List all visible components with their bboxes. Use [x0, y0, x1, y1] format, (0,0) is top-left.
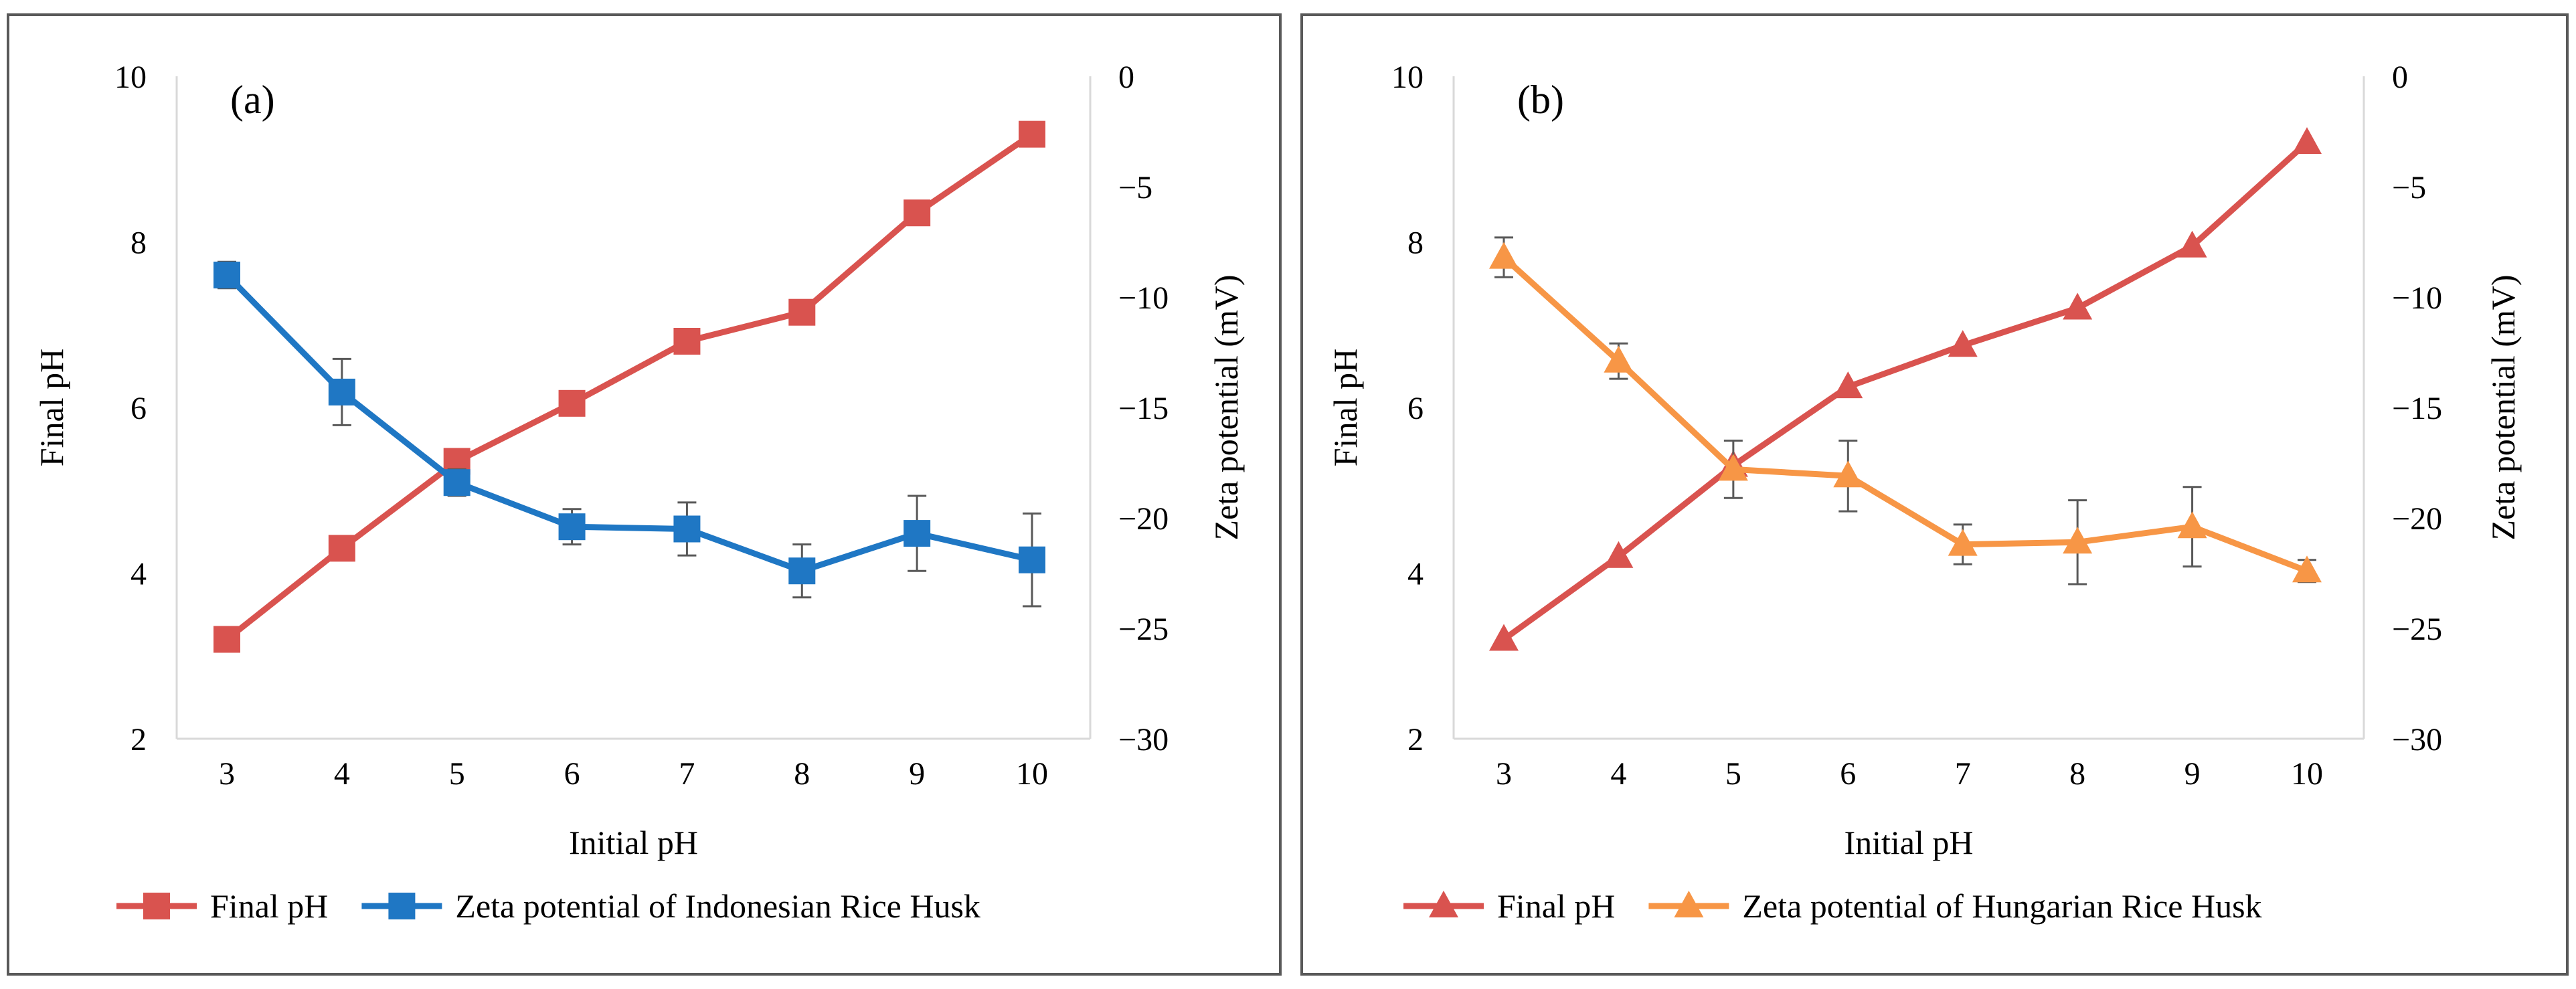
y-tick-label-right: 0: [2392, 60, 2408, 95]
x-tick-label: 9: [2184, 756, 2201, 792]
y-axis-label-right: Zeta potential (mV): [1207, 274, 1245, 540]
y-tick-label-right: −30: [2392, 722, 2442, 757]
series-1: [1489, 236, 2322, 586]
legend-label-0: Final pH: [210, 887, 328, 925]
x-tick-label: 10: [2291, 756, 2323, 792]
x-tick-label: 5: [449, 756, 465, 792]
legend-label-1: Zeta potential of Indonesian Rice Husk: [455, 887, 980, 925]
legend-marker-1: [1674, 891, 1704, 917]
series-line-0: [225, 131, 1034, 642]
data-point-marker: [904, 520, 931, 547]
data-point-marker: [2177, 230, 2207, 258]
y-axis-label-right: Zeta potential (mV): [2484, 274, 2522, 540]
data-point-marker: [2063, 292, 2093, 320]
x-tick-label: 7: [679, 756, 695, 792]
data-point-marker: [673, 515, 701, 543]
legend-marker-0: [143, 893, 170, 919]
series-line-1: [1501, 255, 2308, 574]
y-tick-label-left: 8: [1407, 226, 1424, 261]
series-line-0: [1502, 140, 2310, 642]
y-tick-label-left: 8: [131, 226, 147, 261]
chart-a-svg: 2 4 6 8 10 −30 −25 −20 −15 −10 −5 0 3 4 5 6 7 8 9 10 Initial…: [33, 60, 1245, 925]
data-point-marker: [213, 626, 240, 653]
data-point-marker: [1948, 529, 1978, 556]
y-tick-label-left: 2: [1407, 722, 1424, 757]
data-point-marker: [213, 262, 240, 288]
y-tick-label-right: −15: [2392, 391, 2442, 426]
data-point-marker: [328, 378, 355, 406]
y-tick-label-right: −20: [2392, 501, 2442, 537]
y-tick-label-right: −5: [2392, 170, 2426, 205]
panel-label: (a): [230, 78, 275, 122]
data-point-marker: [1019, 120, 1045, 148]
x-tick-label: 3: [219, 756, 235, 792]
series-line-1: [224, 272, 1033, 574]
data-point-marker: [2292, 127, 2322, 154]
data-point-marker: [1604, 345, 1634, 373]
data-point-marker: [904, 199, 931, 227]
data-point-marker: [328, 535, 355, 562]
y-tick-label-left: 6: [1407, 391, 1424, 426]
legend-label-0: Final pH: [1497, 887, 1615, 925]
y-axis-label-left: Final pH: [1326, 349, 1364, 466]
y-axis-label-left: Final pH: [33, 349, 70, 466]
y-tick-label-right: 0: [1118, 60, 1134, 95]
data-point-marker: [1489, 242, 1519, 269]
data-point-marker: [1833, 371, 1863, 399]
y-tick-label-left: 4: [1407, 557, 1424, 592]
y-tick-label-left: 4: [131, 557, 147, 592]
legend-label-1: Zeta potential of Hungarian Rice Husk: [1742, 887, 2261, 925]
y-tick-label-left: 6: [131, 391, 147, 426]
data-point-marker: [1718, 454, 1748, 481]
y-tick-label-right: −10: [2392, 280, 2442, 316]
y-tick-label-left: 10: [1391, 60, 1424, 95]
x-tick-label: 3: [1496, 756, 1512, 792]
y-tick-label-right: −25: [2392, 612, 2442, 647]
x-tick-label: 8: [794, 756, 810, 792]
x-tick-label: 4: [334, 756, 350, 792]
data-point-marker: [2063, 527, 2093, 554]
data-point-marker: [1833, 460, 1863, 488]
data-point-marker: [788, 298, 816, 326]
x-tick-label: 5: [1725, 756, 1741, 792]
data-point-marker: [2292, 555, 2322, 583]
chart-b-svg: 2 4 6 8 10 −30 −25 −20 −15 −10 −5 0 3 4 5 6 7 8 9 10 Initial…: [1326, 60, 2522, 925]
y-tick-label-right: −15: [1118, 391, 1169, 426]
x-tick-label: 6: [564, 756, 580, 792]
legend-marker-0: [1429, 891, 1458, 917]
x-tick-label: 4: [1610, 756, 1626, 792]
data-point-marker: [1489, 624, 1519, 651]
series-1: [213, 260, 1045, 608]
series-0: [1489, 127, 2322, 651]
data-point-marker: [443, 469, 470, 497]
data-point-marker: [1604, 541, 1634, 568]
x-tick-label: 7: [1955, 756, 1971, 792]
data-point-marker: [673, 328, 701, 355]
y-tick-label-right: −10: [1118, 280, 1169, 316]
x-tick-label: 9: [909, 756, 925, 792]
data-point-marker: [1948, 330, 1978, 357]
data-point-marker: [1019, 546, 1045, 573]
y-tick-label-right: −5: [1118, 170, 1152, 205]
y-tick-label-right: −20: [1118, 501, 1169, 537]
x-tick-label: 6: [1840, 756, 1856, 792]
y-tick-label-right: −25: [1118, 612, 1169, 647]
chart-panel-a: 2 4 6 8 10 −30 −25 −20 −15 −10 −5 0 3 4 5 6 7 8 9 10 Initial…: [7, 13, 1282, 976]
y-tick-label-left: 10: [114, 60, 147, 95]
x-axis-label: Initial pH: [1844, 824, 1973, 861]
y-tick-label-left: 2: [131, 722, 147, 757]
x-axis-label: Initial pH: [569, 824, 698, 861]
data-point-marker: [558, 389, 586, 417]
data-point-marker: [558, 513, 586, 541]
x-tick-label: 10: [1016, 756, 1048, 792]
series-0: [213, 120, 1045, 653]
y-tick-label-right: −30: [1118, 722, 1169, 757]
x-tick-label: 8: [2069, 756, 2085, 792]
data-point-marker: [2177, 511, 2207, 539]
data-point-marker: [788, 557, 816, 585]
chart-panel-b: 2 4 6 8 10 −30 −25 −20 −15 −10 −5 0 3 4 5 6 7 8 9 10 Initial…: [1300, 13, 2569, 976]
panel-label: (b): [1517, 78, 1564, 122]
legend-marker-1: [388, 893, 416, 919]
